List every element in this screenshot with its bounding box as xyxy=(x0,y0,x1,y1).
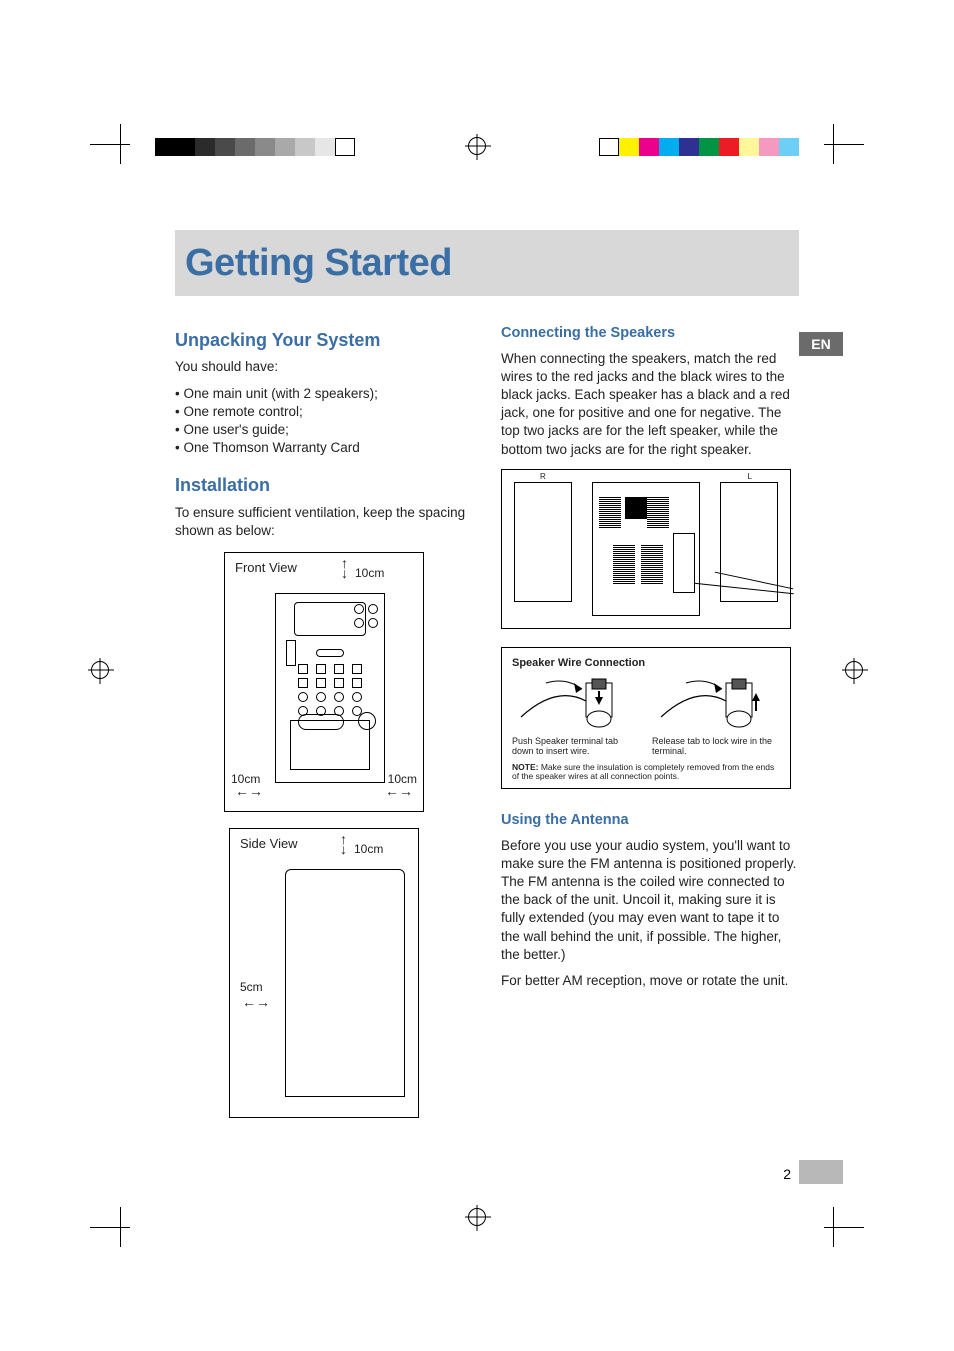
swatch xyxy=(155,138,175,156)
speaker-r-icon xyxy=(514,482,572,602)
speakers-heading: Connecting the Speakers xyxy=(501,324,799,344)
swatch xyxy=(739,138,759,156)
antenna-heading: Using the Antenna xyxy=(501,811,799,831)
swatch xyxy=(639,138,659,156)
front-view-label: Front View xyxy=(235,559,297,577)
wire-captions: Push Speaker terminal tab down to insert… xyxy=(512,737,780,757)
wire-fig-insert-icon xyxy=(512,677,640,733)
list-item: One main unit (with 2 speakers); xyxy=(175,385,473,403)
swatch xyxy=(235,138,255,156)
stereo-side-icon xyxy=(285,869,405,1097)
installation-heading: Installation xyxy=(175,473,473,497)
arrow-horizontal-icon xyxy=(385,785,413,799)
installation-intro: To ensure sufficient ventilation, keep t… xyxy=(175,504,473,540)
color-swatches xyxy=(599,138,799,156)
barcode-icon xyxy=(599,497,621,529)
crop-mark-icon xyxy=(90,124,130,164)
wire-note-text: Make sure the insulation is completely r… xyxy=(512,762,774,782)
page-number-tab xyxy=(799,1160,843,1184)
unpacking-list: One main unit (with 2 speakers); One rem… xyxy=(175,385,473,458)
crop-mark-icon xyxy=(90,1207,130,1247)
wire-caption-left: Push Speaker terminal tab down to insert… xyxy=(512,737,640,757)
list-item: One Thomson Warranty Card xyxy=(175,439,473,457)
list-item: One remote control; xyxy=(175,403,473,421)
antenna-p1: Before you use your audio system, you'll… xyxy=(501,837,799,965)
antenna-p2: For better AM reception, move or rotate … xyxy=(501,972,799,990)
swatch xyxy=(719,138,739,156)
speaker-wire-box: Speaker Wire Connection xyxy=(501,647,791,789)
swatch xyxy=(275,138,295,156)
swatch xyxy=(759,138,779,156)
barcode-icon xyxy=(647,497,669,529)
side-view-label: Side View xyxy=(240,835,298,853)
speaker-terminals-icon xyxy=(673,533,695,593)
swatch xyxy=(295,138,315,156)
arrow-vertical-icon xyxy=(341,559,348,579)
clearance-right xyxy=(385,782,413,801)
printer-marks-top xyxy=(0,130,954,180)
wire-note: NOTE: Make sure the insulation is comple… xyxy=(512,763,780,783)
stereo-front-icon xyxy=(275,593,385,783)
rear-plate-icon xyxy=(592,482,700,616)
swatch xyxy=(779,138,799,156)
page-title: Getting Started xyxy=(185,242,452,285)
title-bar: Getting Started xyxy=(175,230,755,296)
clearance-left xyxy=(235,782,263,801)
page-number: 2 xyxy=(783,1166,791,1218)
rear-panel-diagram: R L xyxy=(501,469,791,629)
front-view-diagram: Front View 10cm xyxy=(224,552,424,812)
swatch xyxy=(599,138,619,156)
right-column: Connecting the Speakers When connecting … xyxy=(501,324,799,1224)
vent-icon xyxy=(613,545,635,585)
swatch xyxy=(335,138,355,156)
clearance-back xyxy=(242,993,270,1012)
swatch xyxy=(215,138,235,156)
list-item: One user's guide; xyxy=(175,421,473,439)
content-area: Getting Started EN Unpacking Your System… xyxy=(175,230,799,1224)
swatch xyxy=(619,138,639,156)
speakers-body: When connecting the speakers, match the … xyxy=(501,350,799,459)
swatch xyxy=(679,138,699,156)
swatch xyxy=(195,138,215,156)
registration-mark-icon xyxy=(839,655,869,685)
language-tab: EN xyxy=(799,332,843,356)
swatch xyxy=(175,138,195,156)
clearance-top-side xyxy=(340,835,347,855)
vent-icon xyxy=(641,545,663,585)
side-view-diagram: Side View 10cm 5cm xyxy=(229,828,419,1118)
swatch xyxy=(315,138,335,156)
unpacking-intro: You should have: xyxy=(175,358,473,376)
two-column-layout: Unpacking Your System You should have: O… xyxy=(175,324,799,1224)
wire-caption-right: Release tab to lock wire in the terminal… xyxy=(652,737,780,757)
wire-fig-release-icon xyxy=(652,677,780,733)
wire-box-title: Speaker Wire Connection xyxy=(512,656,780,671)
arrow-vertical-icon xyxy=(340,835,347,855)
crop-mark-icon xyxy=(824,1207,864,1247)
unpacking-heading: Unpacking Your System xyxy=(175,328,473,352)
crop-mark-icon xyxy=(824,124,864,164)
page: Getting Started EN Unpacking Your System… xyxy=(0,0,954,1351)
arrow-horizontal-icon xyxy=(242,996,270,1010)
clearance-top-side-value: 10cm xyxy=(354,841,383,857)
wire-figures xyxy=(512,677,780,733)
swatch xyxy=(255,138,275,156)
swatch xyxy=(699,138,719,156)
left-column: Unpacking Your System You should have: O… xyxy=(175,324,473,1224)
title-bar-extension xyxy=(755,230,799,296)
grayscale-swatches xyxy=(155,138,355,156)
arrow-horizontal-icon xyxy=(235,785,263,799)
swatch xyxy=(659,138,679,156)
clearance-top xyxy=(341,559,348,579)
registration-mark-icon xyxy=(85,655,115,685)
clearance-top-value: 10cm xyxy=(355,565,384,581)
wire-note-label: NOTE: xyxy=(512,762,538,772)
